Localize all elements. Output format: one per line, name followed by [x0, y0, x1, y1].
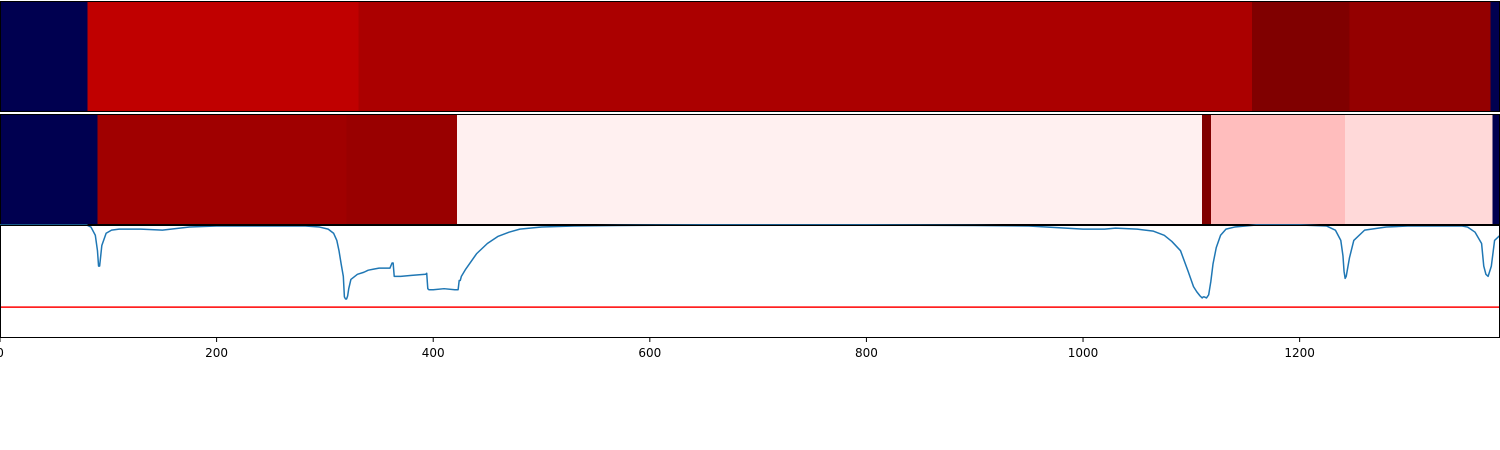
- heatmap-cell: [87, 1, 359, 112]
- heatmap-cell: [1490, 1, 1500, 112]
- x-tick-label: 0: [0, 346, 4, 360]
- x-tick-label: 800: [855, 346, 878, 360]
- heatmap-cell: [0, 114, 98, 225]
- series-line: [0, 224, 1500, 300]
- x-tick-label: 200: [205, 346, 228, 360]
- heatmap-cell: [358, 1, 1252, 112]
- heatmap-cell: [346, 114, 458, 225]
- heatmap-cell: [1345, 114, 1493, 225]
- x-tick-label: 600: [638, 346, 661, 360]
- heatmap-cell: [0, 1, 88, 112]
- heatmap-row-2: [0, 114, 1500, 225]
- heatmap-cell: [457, 114, 1203, 225]
- x-axis: 0 200 400 600 800 1000 1200: [0, 338, 1315, 360]
- heatmap-cell: [1349, 1, 1491, 112]
- heatmap-row-1: [0, 1, 1500, 112]
- x-tick-label: 1200: [1284, 346, 1315, 360]
- line-panel-background: [0, 225, 1500, 338]
- heatmap-cell: [1202, 114, 1211, 225]
- heatmap-cell: [97, 114, 347, 225]
- x-tick-label: 400: [422, 346, 445, 360]
- heatmap-cell: [1251, 1, 1350, 112]
- heatmap-cell: [1210, 114, 1346, 225]
- x-tick-label: 1000: [1068, 346, 1099, 360]
- line-panel: [0, 224, 1500, 338]
- heatmap-cell: [1492, 114, 1500, 225]
